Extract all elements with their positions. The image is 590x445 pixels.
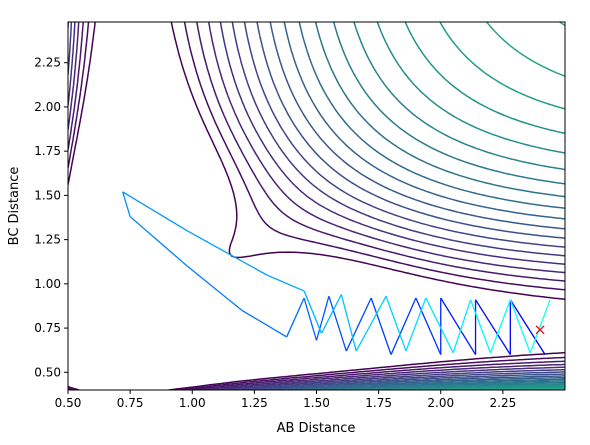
trajectory-segment	[370, 297, 392, 355]
contour-level	[252, 22, 565, 390]
trajectory-segment	[452, 299, 472, 354]
end-marker-x	[535, 325, 545, 335]
contour-level	[267, 22, 565, 390]
contour-level	[332, 22, 565, 390]
trajectory-segment	[328, 296, 347, 352]
trajectory-path	[122, 191, 551, 355]
trajectory-segment	[425, 297, 454, 354]
trajectory-segment	[440, 297, 477, 355]
trajectory-segment	[474, 299, 511, 355]
y-tick-label: 2.25	[34, 56, 61, 70]
y-tick-label: 1.25	[34, 233, 61, 247]
trajectory-segment	[303, 297, 318, 341]
trajectory-segment	[509, 299, 546, 355]
trajectory-segment	[345, 297, 372, 352]
x-axis-ticks: 0.50 0.75 1.00 1.25 1.50 1.75 2.00 2.25	[55, 390, 517, 410]
trajectory-segment	[129, 216, 188, 267]
contour-level	[314, 22, 565, 390]
trajectory-segment	[385, 296, 407, 352]
trajectory-segment	[529, 299, 551, 354]
trajectory-segment	[122, 191, 131, 217]
trajectory-segment	[340, 294, 357, 352]
trajectory-segment	[122, 191, 188, 232]
contour-level	[68, 22, 565, 390]
x-tick-label: 1.25	[241, 396, 268, 410]
x-tick-label: 2.25	[490, 396, 517, 410]
x-tick-label: 1.00	[179, 396, 206, 410]
y-tick-label: 1.00	[34, 277, 61, 291]
trajectory-segment	[186, 230, 268, 276]
x-tick-label: 0.50	[55, 396, 82, 410]
x-axis-label: AB Distance	[277, 421, 356, 436]
y-tick-label: 0.75	[34, 321, 61, 335]
trajectory-segment	[320, 294, 342, 334]
trajectory-segment	[469, 299, 492, 354]
x-tick-label: 0.75	[117, 396, 144, 410]
x-tick-label: 1.75	[365, 396, 392, 410]
x-tick-label: 1.50	[303, 396, 330, 410]
y-axis-label: BC Distance	[7, 167, 22, 246]
y-tick-label: 0.50	[34, 365, 61, 379]
trajectory-segment	[303, 290, 323, 334]
trajectory-segment	[415, 297, 442, 355]
x-tick-label: 2.00	[427, 396, 454, 410]
contour-level	[68, 22, 565, 390]
trajectory-segment	[390, 297, 417, 355]
contour-level	[554, 22, 565, 390]
contour-level	[404, 22, 565, 390]
trajectory-segment	[266, 274, 305, 292]
y-axis-ticks: 0.50 0.75 1.00 1.25 1.50 1.75 2.00 2.25	[34, 56, 68, 379]
trajectory-segment	[286, 297, 305, 338]
y-tick-label: 1.50	[34, 188, 61, 202]
trajectory-segment	[315, 296, 330, 341]
trajectory-segment	[241, 309, 288, 338]
trajectory-segment	[186, 265, 243, 311]
trajectory-segment	[355, 295, 387, 352]
y-tick-label: 1.75	[34, 144, 61, 158]
y-tick-label: 2.00	[34, 100, 61, 114]
trajectory-segment	[489, 299, 511, 354]
contour-lines	[68, 22, 565, 390]
end-point-marker	[535, 325, 545, 335]
trajectory-segment	[509, 299, 531, 354]
trajectory-segment	[405, 297, 427, 352]
